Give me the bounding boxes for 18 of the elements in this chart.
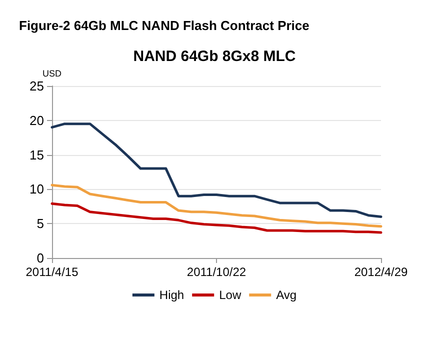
- x-tick-label: 2012/4/29: [354, 265, 408, 279]
- y-tick-label: 15: [30, 147, 44, 162]
- y-tick-label: 25: [30, 78, 44, 94]
- line-series: [50, 202, 382, 234]
- y-tick-label: 10: [30, 182, 44, 197]
- chart-subtitle: NAND 64Gb 8Gx8 MLC: [133, 48, 296, 65]
- y-tick-label: 5: [36, 216, 44, 232]
- y-axis-title: USD: [42, 68, 62, 78]
- legend-label: High: [159, 288, 184, 302]
- y-tick-label: 0: [36, 250, 44, 266]
- legend-label: Avg: [276, 288, 297, 302]
- x-tick-label: 2011/10/22: [186, 265, 246, 279]
- x-tick-label: 2011/4/15: [26, 265, 79, 279]
- y-tick-label: 20: [30, 112, 44, 128]
- line-series: [50, 184, 382, 228]
- legend-label: Low: [219, 288, 242, 302]
- line-series: [50, 122, 382, 218]
- chart-title: Figure-2 64Gb MLC NAND Flash Contract Price: [19, 18, 310, 33]
